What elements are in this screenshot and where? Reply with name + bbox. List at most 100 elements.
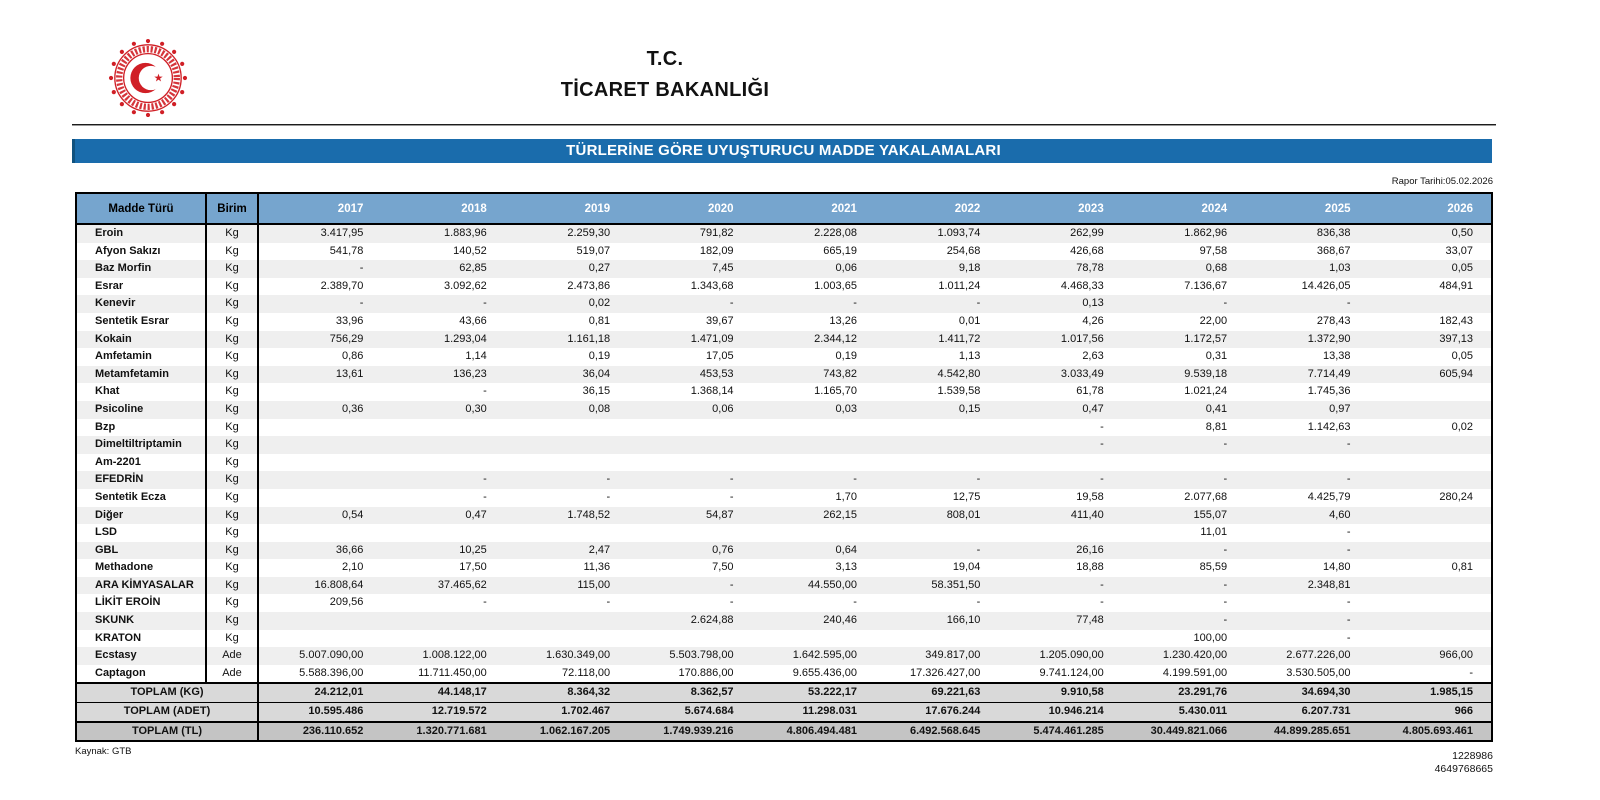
value-cell: 3.033,49 [998, 365, 1122, 384]
substance-unit: Kg [206, 295, 259, 313]
value-cell: 519,07 [576, 244, 611, 257]
substance-name: ARA KİMYASALAR [76, 576, 207, 595]
value-cell [258, 454, 381, 472]
value-cell: 11.711.450,00 [418, 666, 487, 679]
substance-name: Esrar [76, 277, 207, 296]
table-row: Ecstasy Ade 5.007.090,00 1.008.122,00 1.630.… [76, 647, 1492, 665]
value-cell [1368, 295, 1492, 313]
value-cell [628, 454, 751, 472]
total-value-cell: 4.806.494.481 [751, 720, 875, 742]
letterhead: T.C. TİCARET BAKANLIĞI [465, 44, 865, 106]
value-cell [628, 419, 751, 437]
value-cell: - [258, 295, 382, 313]
value-cell: - [1245, 541, 1369, 560]
value-cell: 17,50 [459, 561, 487, 574]
value-cell [998, 630, 1121, 648]
table-row: Amfetamin Kg 0,86 1,14 0,19 17,05 0,19 1,13 2,63… [76, 348, 1492, 366]
value-cell [504, 612, 629, 630]
substance-name: Psicoline [76, 400, 207, 419]
value-cell: 1.021,24 [1184, 385, 1228, 398]
header-row: Madde Türü Birim 2017 2018 2019 2020 2021 2022 2… [76, 193, 1492, 225]
value-cell: 0,19 [835, 350, 857, 363]
substance-unit: Kg [206, 541, 259, 560]
value-cell: 1.883,96 [381, 224, 505, 243]
value-cell [505, 524, 628, 542]
value-cell: 2,10 [341, 561, 364, 574]
value-cell: 62,85 [381, 260, 505, 278]
value-cell: - [1121, 471, 1246, 489]
value-cell: 0,76 [628, 541, 752, 560]
total-value-cell: 1.320.771.681 [381, 720, 505, 742]
value-cell [258, 383, 381, 401]
total-value-cell: 53.222,17 [751, 682, 875, 703]
value-cell: 14.426,05 [1301, 279, 1351, 292]
value-cell: 22,00 [1199, 314, 1228, 327]
value-cell: 17.326.427,00 [909, 666, 981, 679]
value-cell: 0,19 [588, 350, 611, 363]
value-cell [875, 524, 998, 542]
value-cell [258, 471, 382, 489]
value-cell [998, 454, 1121, 472]
value-cell: 1.411,72 [874, 330, 999, 349]
value-cell [751, 436, 875, 454]
value-cell: 8,81 [1205, 420, 1228, 433]
col-header-substance: Madde Türü [76, 193, 207, 225]
value-cell [752, 419, 875, 437]
value-cell: - [751, 295, 875, 313]
value-cell: 140,52 [453, 244, 487, 257]
value-cell: 397,13 [1368, 330, 1492, 349]
value-cell: 4,26 [1082, 314, 1104, 327]
value-cell: - [1121, 295, 1246, 313]
value-cell: 278,43 [1316, 314, 1351, 327]
value-cell: 1.003,65 [814, 279, 857, 292]
value-cell: 115,00 [504, 576, 629, 595]
value-cell: 0,64 [751, 541, 875, 560]
value-cell [258, 436, 382, 454]
substance-name: LİKİT EROİN [76, 594, 207, 613]
value-cell: - [1100, 596, 1104, 609]
col-header-year-2026: 2026 [1368, 193, 1492, 225]
value-cell: 0,06 [751, 260, 875, 278]
value-cell [258, 524, 381, 542]
value-cell [875, 419, 998, 437]
value-cell: 0,05 [1368, 260, 1492, 278]
value-cell: - [874, 471, 999, 489]
total-row: TOPLAM (ADET) 10.595.486 12.719.572 1.702.4… [76, 702, 1492, 722]
total-value-cell: 1.702.467 [504, 702, 629, 722]
value-cell: 1.372,90 [1245, 330, 1369, 349]
value-cell: 78,78 [998, 260, 1122, 278]
value-cell: 1,14 [465, 350, 487, 363]
value-cell: 182,43 [1439, 314, 1473, 327]
value-cell: 0,02 [1451, 420, 1473, 433]
value-cell: 4.199.591,00 [1162, 666, 1228, 679]
value-cell: 3.530.505,00 [1286, 666, 1351, 679]
value-cell: 1.745,36 [1307, 385, 1351, 398]
table-row: KRATON Kg 100,00 - [76, 629, 1492, 648]
value-cell: 7,50 [712, 561, 734, 574]
value-cell [875, 630, 998, 648]
table-row: Sentetik Ecza Kg - - - 1,70 12,75 19,58 2.077,68… [76, 488, 1492, 507]
value-cell [752, 454, 875, 472]
value-cell [505, 454, 628, 472]
value-cell [1368, 576, 1492, 595]
value-cell: - [1245, 295, 1369, 313]
value-cell: 17,05 [706, 350, 734, 363]
total-value-cell: 30.449.821.066 [1121, 720, 1246, 742]
value-cell [1369, 524, 1492, 542]
total-value-cell: 24.212,01 [258, 682, 382, 703]
value-cell: 2.677.226,00 [1245, 647, 1369, 665]
table-row: Baz Morfin Kg -62,85 0,27 7,45 0,06 9,18 78,78 0… [76, 260, 1492, 278]
value-cell: 0,15 [874, 400, 999, 419]
substance-unit: Kg [206, 506, 259, 525]
value-cell: 0,97 [1245, 400, 1369, 419]
seizures-table: Madde Türü Birim 2017 2018 2019 2020 2021 2022 2… [75, 192, 1493, 743]
value-cell: 791,82 [628, 224, 752, 243]
value-cell: 2.624,88 [628, 612, 752, 630]
total-value-cell: 5.430.011 [1121, 702, 1246, 722]
value-cell: - [606, 596, 611, 609]
table-row: Sentetik Esrar Kg 33,96 43,66 0,81 39,67 13,26… [76, 312, 1492, 331]
value-cell: 9.741.124,00 [1039, 666, 1104, 679]
value-cell: - [998, 436, 1122, 454]
col-header-year-2022: 2022 [874, 193, 999, 225]
value-cell [1369, 454, 1492, 472]
